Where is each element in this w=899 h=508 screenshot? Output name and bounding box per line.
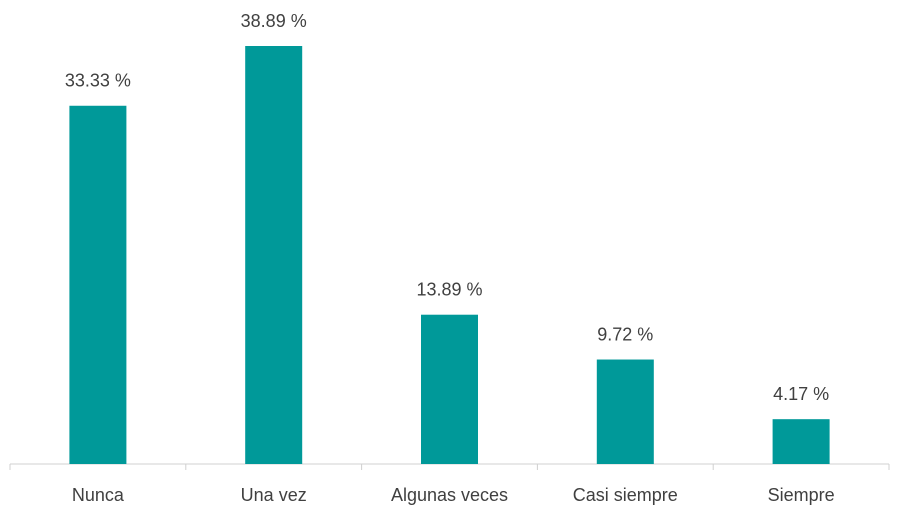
x-tick-label: Una vez bbox=[241, 485, 307, 505]
bar bbox=[596, 359, 654, 464]
data-label: 33.33 % bbox=[65, 71, 131, 91]
data-label: 4.17 % bbox=[773, 384, 829, 404]
data-label: 9.72 % bbox=[597, 324, 653, 344]
x-tick-label: Casi siempre bbox=[573, 485, 678, 505]
x-tick-label: Siempre bbox=[768, 485, 835, 505]
data-label: 38.89 % bbox=[241, 11, 307, 31]
data-label: 13.89 % bbox=[416, 279, 482, 299]
bar bbox=[421, 314, 478, 464]
bar bbox=[772, 419, 830, 464]
x-tick-label: Algunas veces bbox=[391, 485, 508, 505]
x-tick-label: Nunca bbox=[72, 485, 125, 505]
bar bbox=[245, 46, 303, 464]
bar bbox=[69, 105, 127, 465]
